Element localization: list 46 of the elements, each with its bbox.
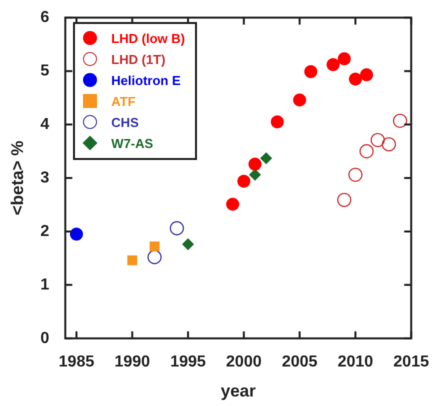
x-tick-label: 1995 bbox=[170, 353, 206, 370]
point bbox=[70, 228, 83, 241]
point bbox=[359, 144, 374, 158]
legend-label: W7-AS bbox=[111, 136, 154, 151]
point bbox=[237, 174, 250, 188]
point bbox=[392, 114, 408, 128]
point bbox=[248, 158, 262, 171]
point bbox=[170, 221, 184, 236]
x-tick-label: 1985 bbox=[58, 353, 94, 370]
point bbox=[226, 198, 240, 211]
legend-label: LHD (1T) bbox=[111, 52, 166, 67]
x-tick-label: 2015 bbox=[393, 353, 430, 370]
legend-label: CHS bbox=[111, 114, 139, 130]
y-tick-label: 5 bbox=[40, 62, 50, 80]
point bbox=[127, 255, 138, 266]
point bbox=[348, 168, 363, 182]
point bbox=[338, 52, 351, 66]
y-tick-label: 3 bbox=[40, 169, 50, 186]
point bbox=[147, 250, 162, 264]
x-tick-label: 1990 bbox=[114, 353, 150, 370]
point bbox=[182, 238, 194, 250]
point bbox=[348, 72, 362, 86]
point bbox=[337, 192, 352, 208]
point bbox=[382, 137, 396, 152]
point bbox=[150, 241, 160, 252]
point bbox=[293, 93, 306, 106]
point bbox=[304, 65, 318, 78]
point bbox=[370, 132, 385, 148]
legend-label: Heliotron E bbox=[111, 72, 181, 88]
x-tick-label: 2005 bbox=[282, 353, 318, 370]
legend-label: ATF bbox=[111, 94, 136, 109]
x-tick-label: 2000 bbox=[226, 353, 262, 370]
point bbox=[260, 152, 272, 164]
point bbox=[270, 115, 284, 128]
point bbox=[360, 68, 374, 82]
y-tick-label: 1 bbox=[40, 276, 50, 294]
x-tick-label: 2010 bbox=[338, 353, 374, 370]
legend-label: LHD (low B) bbox=[111, 30, 185, 46]
point bbox=[326, 58, 340, 72]
y-tick-label: 6 bbox=[40, 9, 50, 26]
y-axis-title: <beta> % bbox=[8, 140, 27, 216]
y-tick-label: 0 bbox=[40, 330, 50, 347]
x-axis-title: year bbox=[220, 381, 256, 400]
y-tick-label: 2 bbox=[40, 222, 50, 240]
point bbox=[248, 168, 261, 181]
y-tick-label: 4 bbox=[40, 116, 50, 133]
